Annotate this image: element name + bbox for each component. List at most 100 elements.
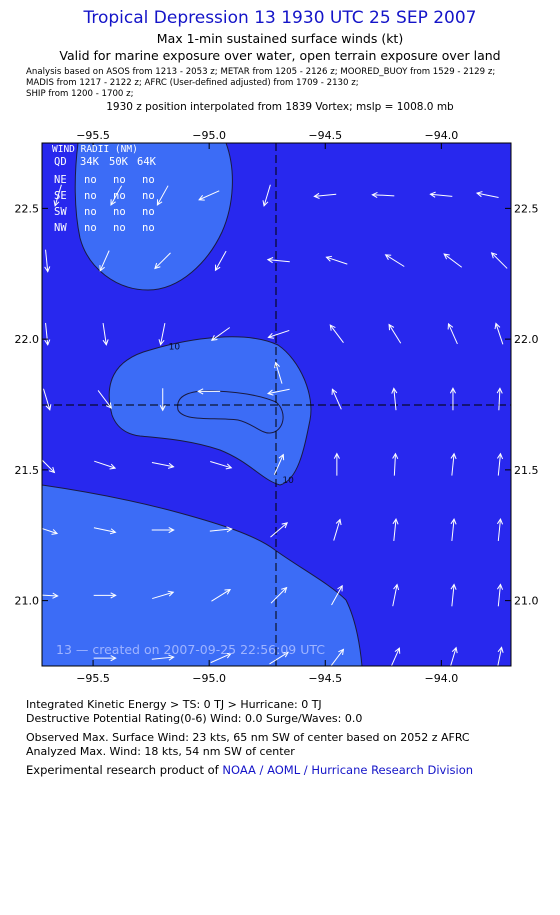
- wind-vector: [262, 184, 271, 207]
- y-tick-label-left: 21.0: [15, 595, 40, 608]
- wind-vector: [97, 390, 112, 409]
- wind-vector: [450, 517, 457, 542]
- wind-vector: [449, 387, 456, 411]
- contour-10kt-northwest: [74, 143, 233, 291]
- y-tick-label-left: 22.5: [15, 202, 40, 215]
- wind-vector: [110, 185, 123, 206]
- x-tick-label-bottom: −94.5: [308, 672, 342, 685]
- wind-vector: [273, 453, 285, 475]
- wind-vector: [325, 255, 348, 265]
- wind-vector: [391, 387, 398, 411]
- contour-label-group: 10 10: [169, 343, 294, 486]
- wind-radii-header-50k: 50K: [109, 156, 129, 168]
- wind-vector: [496, 452, 504, 476]
- wind-vector: [53, 184, 62, 207]
- analysis-sources-line-2: MADIS from 1217 - 2122 z; AFRC (User-def…: [26, 78, 359, 88]
- wind-vector: [274, 361, 283, 384]
- created-timestamp: 13 — created on 2007-09-25 22:56:09 UTC: [56, 642, 325, 657]
- wind-vector: [102, 322, 109, 346]
- wind-vector: [270, 586, 288, 604]
- contour-label: 10: [282, 476, 294, 486]
- wind-vector: [154, 252, 171, 270]
- wind-vector: [330, 648, 345, 666]
- wind-radii-title: WIND RADII (NM): [52, 144, 138, 155]
- wind-vector: [44, 322, 51, 346]
- y-tick-label-left: 22.0: [15, 333, 40, 346]
- wind-vector: [43, 388, 52, 411]
- wind-vector: [42, 527, 59, 535]
- wind-vector: [210, 652, 232, 664]
- wind-vector: [44, 249, 51, 273]
- wind-radii-value: no: [84, 206, 97, 218]
- wind-radii-quadrant: NE: [54, 174, 67, 186]
- wind-vector: [99, 250, 110, 272]
- contour-label: 10: [169, 343, 181, 353]
- wind-vector: [152, 590, 175, 600]
- observed-max-wind: Observed Max. Surface Wind: 23 kts, 65 n…: [26, 731, 470, 744]
- wind-vector: [392, 452, 399, 476]
- wind-vector: [156, 185, 169, 206]
- wind-radii-value: no: [84, 222, 97, 234]
- wind-vector: [429, 191, 453, 198]
- wind-vector: [93, 655, 117, 662]
- wind-vector: [209, 526, 233, 533]
- wind-vector: [333, 452, 340, 476]
- wind-radii-quadrant: SE: [54, 190, 67, 202]
- wind-vector: [329, 324, 344, 343]
- wind-vector: [392, 517, 399, 542]
- wind-vector: [333, 518, 342, 541]
- wind-radii-header-34k: 34K: [80, 156, 100, 168]
- wind-vector: [42, 592, 59, 599]
- destructive-potential-rating: Destructive Potential Rating(0-6) Wind: …: [26, 712, 363, 725]
- wind-vector: [450, 646, 458, 666]
- credit-link[interactable]: NOAA / AOML / Hurricane Research Divisio…: [222, 763, 474, 777]
- plot-frame: [41, 142, 512, 667]
- x-tick-label-top: −95.0: [192, 129, 226, 142]
- x-tick-label-bottom: −95.5: [76, 672, 110, 685]
- wind-vector: [94, 460, 117, 470]
- wind-radii-value: no: [142, 190, 155, 202]
- wind-vector: [494, 322, 504, 345]
- axis-ticks: −95.5 −95.5 −95.0 −95.0 −94.5 −94.5 −94.0 −94.0…: [15, 129, 539, 685]
- credit-prefix: Experimental research product of: [26, 763, 223, 777]
- wind-vector: [210, 327, 231, 341]
- wind-vector: [266, 257, 290, 264]
- wind-radii-value: no: [142, 174, 155, 186]
- chart-subtitle-exposure: Valid for marine exposure over water, op…: [59, 48, 501, 63]
- y-tick-label-right: 21.5: [514, 464, 539, 477]
- wind-vector: [496, 517, 504, 542]
- wind-vector: [158, 323, 166, 346]
- analysis-sources-line-3: SHIP from 1200 - 1700 z;: [26, 89, 134, 99]
- wind-radii-quadrant: SW: [54, 206, 67, 218]
- wind-vector: [450, 452, 457, 476]
- wind-vector: [496, 583, 504, 607]
- wind-vector: [496, 387, 503, 411]
- wind-vector: [331, 584, 343, 606]
- chart-title: Tropical Depression 13 1930 UTC 25 SEP 2…: [83, 8, 477, 28]
- analyzed-max-wind: Analyzed Max. Wind: 18 kts, 54 nm SW of …: [26, 745, 295, 758]
- x-tick-label-top: −94.5: [308, 129, 342, 142]
- wind-vector: [93, 592, 117, 599]
- wind-radii-value: no: [84, 190, 97, 202]
- wind-vector: [151, 654, 175, 661]
- credit-line: Experimental research product of NOAA / …: [26, 763, 473, 777]
- y-tick-label-right: 22.0: [514, 333, 539, 346]
- wind-vector: [211, 588, 232, 602]
- x-tick-label-top: −94.0: [424, 129, 458, 142]
- x-tick-label-top: −95.5: [76, 129, 110, 142]
- y-tick-label-right: 22.5: [514, 202, 539, 215]
- wind-vector: [42, 459, 56, 474]
- wind-analysis-plot: 10 10 −95.5 −95.5 −95.0 −95.0 −94.5 −94.5 −94.0…: [15, 129, 539, 685]
- ike-summary: Integrated Kinetic Energy > TS: 0 TJ > H…: [26, 698, 322, 711]
- wind-vector: [266, 388, 290, 396]
- wind-vector: [93, 527, 117, 535]
- wind-vector: [447, 322, 458, 345]
- position-interpolation-note: 1930 z position interpolated from 1839 V…: [106, 101, 454, 113]
- x-tick-label-bottom: −94.0: [424, 672, 458, 685]
- wind-vector: [392, 583, 400, 607]
- wind-vector: [388, 323, 402, 344]
- y-tick-label-right: 21.0: [514, 595, 539, 608]
- wind-vector: [159, 388, 166, 412]
- wind-radii-value: no: [142, 206, 155, 218]
- analysis-sources-line-1: Analysis based on ASOS from 1213 - 2053 …: [26, 67, 496, 77]
